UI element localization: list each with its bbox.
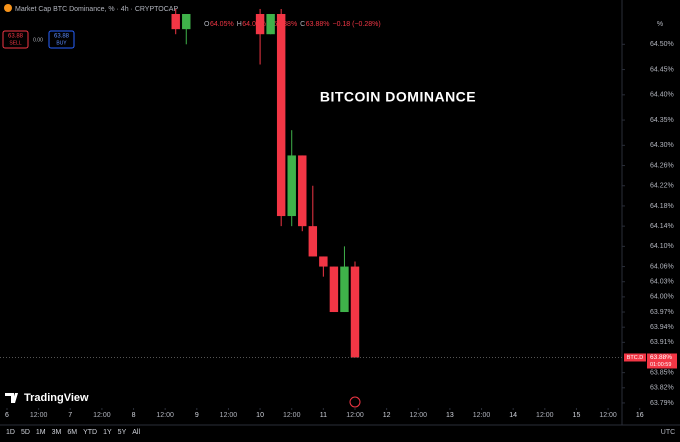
x-tick-label: 12:00 <box>473 412 491 419</box>
candle-body <box>319 256 328 267</box>
range-button[interactable]: 5Y <box>118 429 127 436</box>
y-tick-label: 64.14% <box>650 223 674 230</box>
y-tick-label: 64.40% <box>650 92 674 99</box>
y-tick-label: 64.30% <box>650 142 674 149</box>
annotation: BITCOIN DOMINANCE <box>320 89 476 105</box>
range-button[interactable]: 3M <box>52 429 62 436</box>
axis-unit[interactable]: % <box>657 21 663 28</box>
range-button[interactable]: 1D <box>6 429 15 436</box>
x-tick-label: 6 <box>5 412 9 419</box>
candle-body <box>182 14 191 30</box>
x-tick-label: 13 <box>446 412 454 419</box>
sell-button[interactable]: 63.88 SELL <box>2 30 29 49</box>
range-button[interactable]: 1Y <box>103 429 112 436</box>
buy-box[interactable] <box>48 30 75 49</box>
y-tick-label: 63.85% <box>650 369 674 376</box>
y-tick-label: 64.10% <box>650 243 674 250</box>
spread: 0.00 <box>33 37 43 43</box>
x-tick-label: 12:00 <box>410 412 428 419</box>
candle-body <box>266 14 275 35</box>
chart-title: Market Cap BTC Dominance, % · 4h · CRYPT… <box>15 6 178 13</box>
x-tick-label: 7 <box>68 412 72 419</box>
ohlc-key: O <box>204 21 210 28</box>
y-tick-label: 64.03% <box>650 279 674 286</box>
y-tick-label: 63.79% <box>650 400 674 407</box>
y-tick-label: 64.18% <box>650 203 674 210</box>
brand-logo <box>5 393 18 403</box>
x-tick-label: 12:00 <box>536 412 554 419</box>
y-tick-label: 63.94% <box>650 324 674 331</box>
x-tick-label: 12:00 <box>220 412 238 419</box>
sell-label[interactable]: SELL <box>9 40 21 46</box>
x-tick-label: 11 <box>320 412 327 419</box>
ohlc-key: C <box>300 21 305 28</box>
y-tick-label: 64.22% <box>650 183 674 190</box>
sell-box[interactable] <box>2 30 29 49</box>
x-tick-label: 15 <box>573 412 581 419</box>
x-tick-label: 12:00 <box>156 412 174 419</box>
buy-label[interactable]: BUY <box>56 40 67 46</box>
timezone[interactable]: UTC <box>661 429 675 436</box>
range-button[interactable]: 5D <box>21 429 30 436</box>
ohlc-value: 64.05% <box>210 21 234 28</box>
y-tick-label: 63.97% <box>650 309 674 316</box>
ohlc-value: 64.07% <box>242 21 266 28</box>
range-button[interactable]: YTD <box>83 429 97 436</box>
y-tick-label: 64.35% <box>650 117 674 124</box>
y-tick-label: 64.26% <box>650 162 674 169</box>
symbol-tag <box>624 353 646 362</box>
x-tick-label: 8 <box>132 412 136 419</box>
countdown: 01:00:59 <box>650 362 671 368</box>
y-tick-label: 64.00% <box>650 294 674 301</box>
ohlc-value: 63.88% <box>306 21 330 28</box>
candle-body <box>340 266 349 313</box>
symbol-tag-label: BTC.D <box>627 355 644 361</box>
x-tick-label: 12:00 <box>283 412 301 419</box>
x-tick-label: 12:00 <box>346 412 364 419</box>
candle-body <box>255 14 265 35</box>
candle-body <box>276 14 286 217</box>
event-marker[interactable] <box>349 396 361 408</box>
buy-price[interactable]: 63.88 <box>54 34 70 40</box>
x-tick-label: 12 <box>383 412 391 419</box>
candle-body <box>298 155 307 227</box>
brand: TradingView <box>24 392 89 404</box>
x-tick-label: 16 <box>636 412 644 419</box>
x-tick-label: 10 <box>256 412 264 419</box>
candle-body <box>171 14 180 30</box>
y-tick-label: 64.50% <box>650 41 674 48</box>
last-price-tag <box>647 353 677 369</box>
x-tick-label: 12:00 <box>30 412 48 419</box>
x-tick-label: 12:00 <box>93 412 111 419</box>
range-button[interactable]: All <box>132 429 140 436</box>
candle-body <box>350 266 360 358</box>
x-tick-label: 12:00 <box>599 412 617 419</box>
sell-price[interactable]: 63.88 <box>8 34 24 40</box>
buy-button[interactable]: 63.88 BUY <box>48 30 75 49</box>
x-tick-label: 9 <box>195 412 199 419</box>
candle-body <box>329 266 339 313</box>
y-tick-label: 63.91% <box>650 339 674 346</box>
range-button[interactable]: 6M <box>67 429 77 436</box>
y-tick-label: 64.45% <box>650 66 674 73</box>
last-price-label: 63.88% <box>650 354 672 361</box>
ohlc-key: H <box>237 21 242 28</box>
ohlc-value: −0.18 (−0.28%) <box>332 21 380 28</box>
candle-body <box>287 155 296 217</box>
range-button[interactable]: 1M <box>36 429 46 436</box>
candle-body <box>308 226 318 257</box>
x-tick-label: 14 <box>509 412 517 419</box>
symbol-icon <box>4 4 12 12</box>
y-tick-label: 64.06% <box>650 263 674 270</box>
y-tick-label: 63.82% <box>650 385 674 392</box>
